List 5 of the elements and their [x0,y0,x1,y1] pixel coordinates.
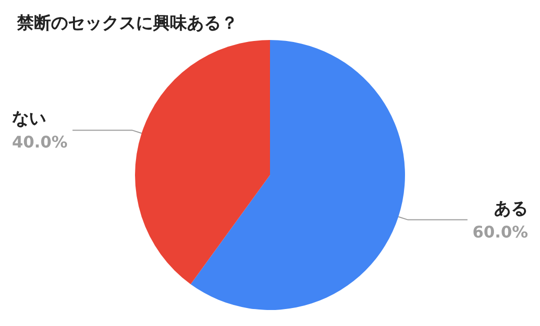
chart-title: 禁断のセックスに興味ある？ [16,14,238,34]
data-label: 40.0% [12,132,68,152]
slice-label: ある [494,198,528,219]
data-label: 60.0% [472,222,528,242]
slice-label: ない [12,109,46,130]
